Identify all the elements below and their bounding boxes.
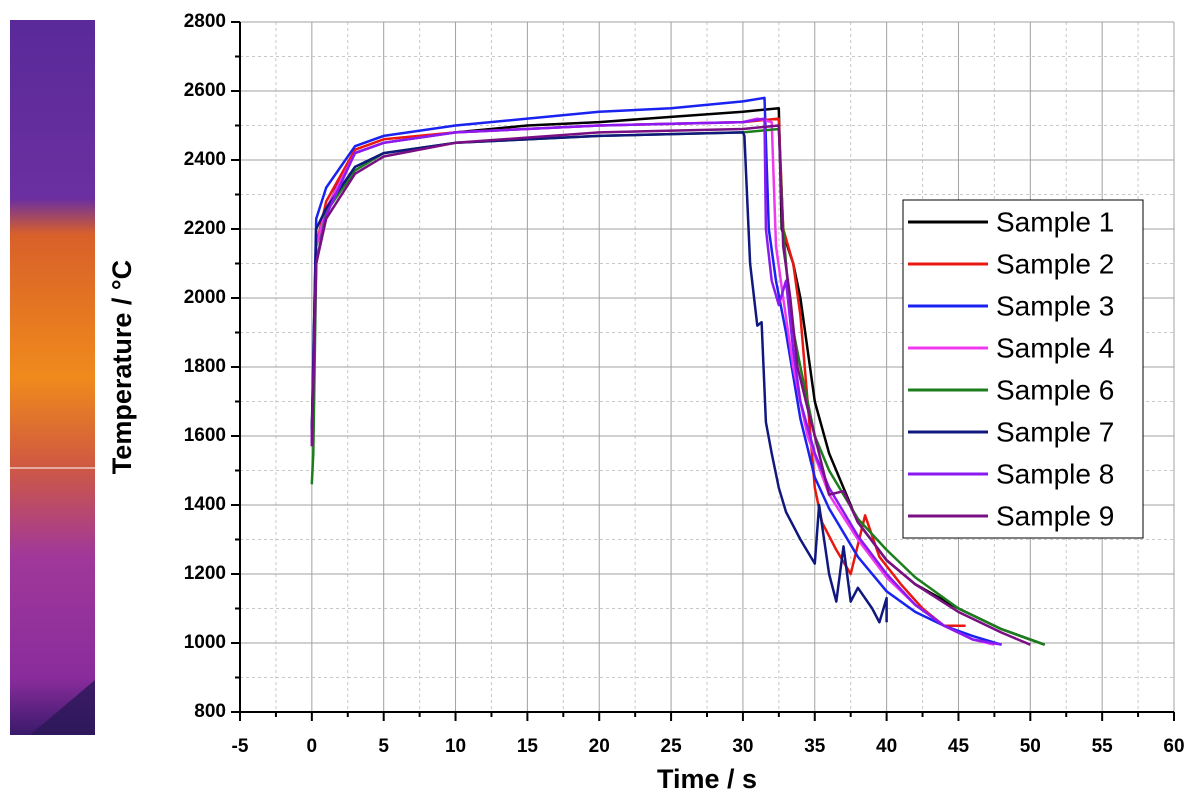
x-tick-label: 30 — [732, 736, 753, 757]
legend-label: Sample 6 — [996, 374, 1114, 405]
x-tick-label: 50 — [1020, 736, 1041, 757]
legend-box — [902, 199, 1144, 539]
x-tick-label: 60 — [1163, 736, 1184, 757]
legend-label: Sample 9 — [996, 500, 1114, 531]
y-tick-label: 1400 — [184, 494, 226, 515]
y-tick-label: 1200 — [184, 563, 226, 584]
y-tick-label: 2000 — [184, 287, 226, 308]
series-line — [310, 96, 1002, 646]
series-line — [310, 117, 966, 628]
legend-label: Sample 3 — [996, 290, 1114, 321]
x-tick-label: 25 — [661, 736, 683, 757]
legend-label: Sample 7 — [996, 416, 1114, 447]
x-tick-label: 45 — [948, 736, 970, 757]
x-tick-label: 5 — [378, 736, 389, 757]
x-tick-label: 0 — [307, 736, 318, 757]
thermal-image — [10, 20, 95, 735]
y-tick-label: 1000 — [184, 632, 226, 653]
y-tick-label: 2200 — [184, 218, 226, 239]
x-tick-label: 40 — [876, 736, 897, 757]
legend: Sample 1 Sample 2 Sample 3 Sample 4 Sample 6… — [902, 199, 1144, 539]
lines — [310, 96, 1046, 646]
y-tick-label: 2800 — [184, 11, 226, 32]
thermal-shadow — [30, 680, 95, 735]
legend-label: Sample 1 — [996, 206, 1114, 237]
axes: -5 0 5 10 15 20 25 30 35 40 45 50 55 60 800 1000 1200 140… — [184, 11, 1185, 757]
series-line — [310, 131, 888, 624]
x-tick-label: 20 — [589, 736, 610, 757]
legend-label: Sample 2 — [996, 248, 1114, 279]
x-tick-label: 15 — [517, 736, 539, 757]
y-tick-label: 800 — [194, 701, 226, 722]
legend-label: Sample 4 — [996, 332, 1114, 363]
y-tick-label: 2400 — [184, 149, 226, 170]
y-tick-label: 1800 — [184, 356, 226, 377]
x-tick-label: -5 — [232, 736, 249, 757]
x-tick-label: 35 — [804, 736, 826, 757]
series-line — [310, 117, 1002, 646]
x-axis-title: Time / s — [657, 764, 757, 794]
y-tick-label: 2600 — [184, 80, 226, 101]
x-tick-label: 55 — [1092, 736, 1114, 757]
y-axis-title: Temperature / °C — [107, 260, 137, 474]
legend-label: Sample 8 — [996, 458, 1114, 489]
series-line — [310, 124, 1031, 646]
y-tick-label: 1600 — [184, 425, 226, 446]
x-tick-label: 10 — [445, 736, 466, 757]
